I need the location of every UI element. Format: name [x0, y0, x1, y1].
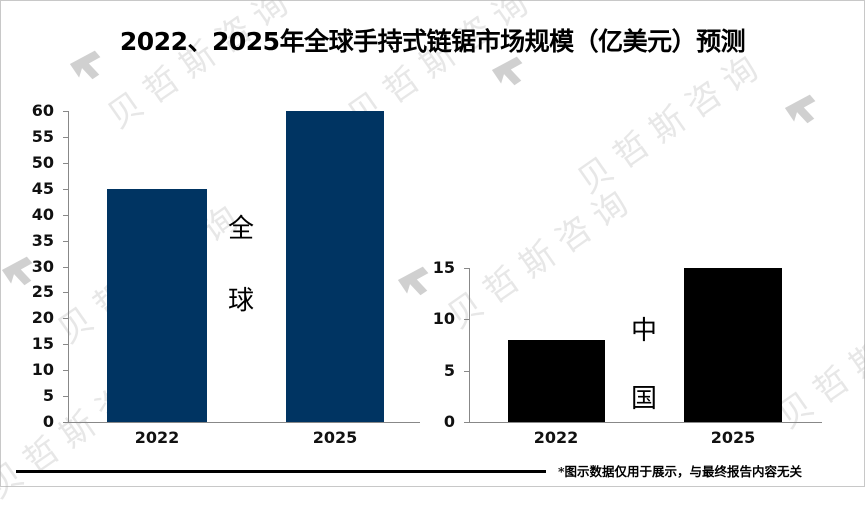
y-tick-label: 55 [31, 127, 54, 146]
global-x-axis [68, 422, 420, 423]
y-tick [63, 422, 68, 423]
y-tick-label: 35 [31, 231, 54, 250]
footer-divider [16, 470, 546, 473]
y-tick-label: 0 [443, 412, 455, 431]
y-tick-label: 15 [432, 258, 455, 277]
bar-global-2022 [107, 189, 207, 422]
y-tick-label: 0 [42, 412, 54, 431]
global-label: 球 [227, 286, 254, 316]
y-tick-label: 10 [432, 309, 455, 328]
y-tick-label: 25 [31, 282, 54, 301]
y-tick-label: 15 [31, 334, 54, 353]
y-tick [464, 319, 469, 320]
y-tick [63, 163, 68, 164]
y-tick-label: 20 [31, 308, 54, 327]
bar-china-2025 [684, 268, 782, 422]
y-tick [63, 318, 68, 319]
y-tick [464, 422, 469, 423]
y-tick [63, 292, 68, 293]
y-tick [464, 371, 469, 372]
y-tick-label: 50 [31, 153, 54, 172]
y-tick [63, 396, 68, 397]
footnote: *图示数据仅用于展示，与最终报告内容无关 [558, 464, 803, 479]
y-tick [464, 268, 469, 269]
china-x-axis [469, 422, 822, 423]
y-tick-label: 30 [31, 257, 54, 276]
x-tick-label: 2022 [134, 428, 180, 447]
y-tick [63, 137, 68, 138]
x-tick-label: 2025 [710, 428, 756, 447]
y-tick-label: 5 [443, 361, 455, 380]
x-tick-label: 2022 [533, 428, 579, 447]
global-label: 全 [227, 214, 254, 244]
global-y-axis [68, 111, 69, 423]
y-tick-label: 45 [31, 179, 54, 198]
y-tick-label: 60 [31, 101, 54, 120]
y-tick-label: 5 [42, 386, 54, 405]
y-tick [63, 241, 68, 242]
y-tick [63, 370, 68, 371]
china-y-axis [469, 268, 470, 423]
y-tick-label: 10 [31, 360, 54, 379]
y-tick [63, 111, 68, 112]
y-tick [63, 189, 68, 190]
bar-china-2022 [508, 340, 605, 422]
y-tick-label: 40 [31, 205, 54, 224]
x-tick-label: 2025 [312, 428, 358, 447]
y-tick [63, 344, 68, 345]
china-label: 国 [630, 384, 657, 414]
y-tick [63, 215, 68, 216]
bar-global-2025 [286, 111, 384, 422]
y-tick [63, 267, 68, 268]
chart-title: 2022、2025年全球手持式链锯市场规模（亿美元）预测 [119, 27, 746, 56]
china-label: 中 [630, 316, 657, 346]
